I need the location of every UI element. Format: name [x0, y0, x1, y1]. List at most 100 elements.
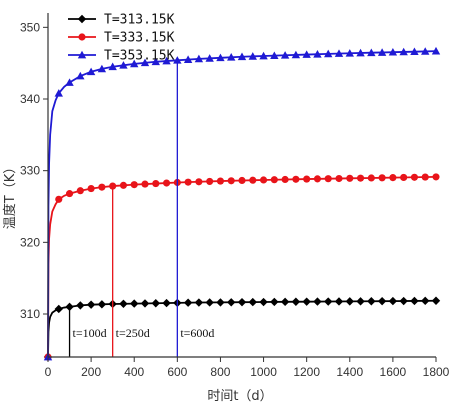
series-marker — [280, 51, 290, 59]
legend-label: T=333.15K — [104, 31, 175, 46]
annotation-label: t=600d — [180, 326, 214, 340]
series-marker — [98, 183, 106, 191]
series-marker — [119, 61, 128, 69]
series-marker — [183, 55, 193, 63]
series-marker — [302, 297, 311, 306]
series-marker — [270, 176, 278, 184]
legend-label: T=313.15K — [104, 13, 175, 28]
series-marker — [97, 64, 107, 73]
series-marker — [388, 296, 398, 306]
series-marker — [259, 51, 268, 60]
series-marker — [259, 297, 268, 307]
series-marker — [431, 296, 441, 305]
x-tick-label: 600 — [167, 365, 187, 379]
series-marker — [216, 53, 225, 62]
x-axis-title: 时间t（d） — [207, 389, 272, 404]
series-marker — [140, 58, 150, 67]
series-marker — [151, 57, 160, 66]
series-marker — [195, 178, 203, 186]
series-marker — [313, 175, 322, 183]
series-marker — [313, 297, 322, 306]
series-marker — [324, 49, 333, 58]
series-marker — [291, 50, 301, 59]
series-marker — [324, 297, 333, 306]
series-marker — [194, 298, 204, 307]
y-tick-label: 330 — [20, 164, 40, 178]
series-marker — [410, 173, 419, 181]
series-marker — [87, 185, 95, 193]
series-marker — [76, 71, 85, 80]
series-marker — [227, 177, 235, 185]
series-marker — [183, 298, 193, 307]
series-marker — [270, 297, 279, 307]
series-marker — [281, 175, 289, 184]
series-marker — [54, 89, 63, 97]
series-marker — [324, 175, 332, 183]
series-marker — [270, 51, 279, 60]
series-line — [47, 50, 437, 358]
x-tick-label: 1800 — [423, 365, 450, 379]
series-marker — [119, 299, 128, 308]
series-marker — [151, 299, 160, 308]
series-marker — [367, 174, 375, 182]
series-marker — [227, 298, 236, 307]
legend-marker — [77, 50, 87, 59]
series-marker — [108, 62, 117, 71]
legend-marker — [77, 14, 87, 24]
series-marker — [237, 297, 247, 307]
series-marker — [205, 298, 214, 307]
series-marker — [399, 47, 408, 56]
x-tick-label: 400 — [124, 365, 144, 379]
series-marker — [280, 297, 290, 307]
series-marker — [55, 195, 63, 203]
legend: T=313.15K T=333.15K T=353.15K — [68, 13, 175, 64]
series-marker — [205, 54, 214, 62]
series-marker — [227, 53, 236, 61]
series-marker — [400, 173, 408, 182]
series-marker — [65, 302, 74, 312]
series-marker — [356, 297, 365, 306]
series-marker — [345, 49, 354, 57]
axes: 0 200 400 600 800 1000 1200 1400 1600 1800 310 320 3… — [20, 13, 450, 379]
legend-label: T=353.15K — [104, 49, 175, 64]
series-marker — [140, 299, 150, 308]
series-marker — [97, 300, 107, 309]
series-marker — [173, 56, 182, 64]
series-marker — [237, 52, 247, 61]
x-tick-label: 0 — [45, 365, 52, 379]
plot-area — [43, 46, 441, 362]
x-tick-label: 1000 — [250, 365, 277, 379]
annotation-group: t=100d t=250d t=600d — [68, 60, 214, 357]
series-marker — [86, 300, 96, 309]
series-marker — [334, 297, 344, 306]
y-axis-title: 温度T（K） — [2, 161, 18, 229]
x-tick-label: 1200 — [293, 365, 320, 379]
series-marker — [335, 174, 343, 183]
annotation-label: t=100d — [73, 326, 107, 340]
series-marker — [76, 301, 85, 310]
series-marker — [292, 175, 300, 183]
series-marker — [162, 179, 171, 187]
y-tick-label: 350 — [20, 20, 40, 34]
series-marker — [54, 304, 63, 314]
series-marker — [86, 67, 96, 76]
x-tick-label: 1600 — [380, 365, 407, 379]
x-tick-label: 800 — [210, 365, 230, 379]
series-marker — [109, 182, 117, 190]
series-marker — [302, 50, 311, 58]
series-marker — [194, 54, 204, 63]
series-marker — [162, 298, 171, 308]
series-marker — [421, 296, 430, 306]
series-marker — [184, 178, 192, 186]
series-marker — [259, 176, 268, 184]
series-marker — [399, 296, 408, 306]
series-marker — [388, 48, 398, 56]
series-marker — [76, 187, 84, 195]
series-marker — [432, 173, 440, 181]
series-marker — [162, 56, 171, 65]
legend-marker — [78, 33, 86, 41]
x-tick-label: 200 — [81, 365, 101, 379]
series-marker — [248, 297, 257, 307]
series-marker — [346, 174, 354, 182]
